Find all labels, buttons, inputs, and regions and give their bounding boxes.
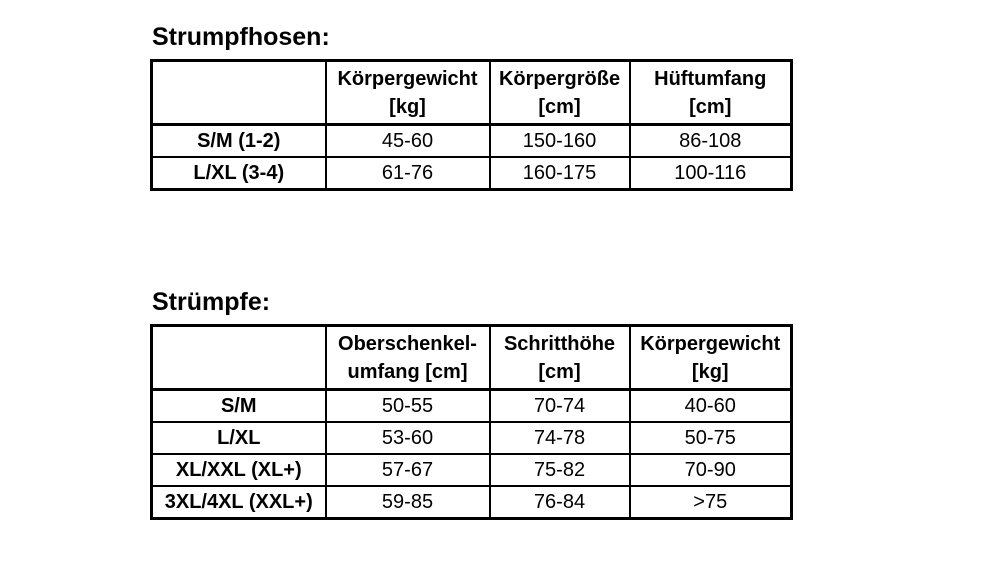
data-cell: 53-60 [324,421,491,455]
data-cell: 75-82 [488,453,631,487]
data-cell: 45-60 [324,123,491,158]
table-title-struempfe: Strümpfe: [152,288,271,316]
column-header-koerpergroesse: Körpergröße [cm] [488,59,631,126]
data-cell: 59-85 [324,485,491,520]
column-header-unit: umfang [cm] [347,360,468,383]
data-cell: 57-67 [324,453,491,487]
table-row: 3XL/4XL (XXL+) 59-85 76-84 >75 [150,485,793,520]
column-header-line: Hüftumfang [654,67,767,90]
row-label-cell: L/XL (3-4) [150,156,327,191]
column-header-line: Körpergewicht [640,332,781,355]
column-header-line: Schritthöhe [503,332,616,355]
data-cell: 150-160 [488,123,631,158]
table-row: L/XL 53-60 74-78 50-75 [150,421,793,455]
column-header-koerpergewicht: Körpergewicht [kg] [324,59,491,126]
column-header-hueftumfang: Hüftumfang [cm] [628,59,793,126]
column-header-unit: [cm] [689,95,732,118]
row-label-cell: S/M (1-2) [150,123,327,158]
header-row: Körpergewicht [kg] Körpergröße [cm] Hüft… [150,59,793,126]
data-cell: 100-116 [628,156,793,191]
table-row: L/XL (3-4) 61-76 160-175 100-116 [150,156,793,191]
data-cell: 70-74 [488,388,631,423]
column-header-koerpergewicht: Körpergewicht [kg] [628,324,793,391]
table-title-strumpfhosen: Strumpfhosen: [152,23,330,51]
row-label-cell: XL/XXL (XL+) [150,453,327,487]
column-header-oberschenkelumfang: Oberschenkel- umfang [cm] [324,324,491,391]
data-cell: 61-76 [324,156,491,191]
section-struempfe: Strümpfe: Oberschenkel- umfang [cm] Schr… [150,287,793,520]
column-header-schritthoehe: Schritthöhe [cm] [488,324,631,391]
row-label-cell: 3XL/4XL (XXL+) [150,485,327,520]
empty-corner-cell [150,59,327,126]
row-label-cell: L/XL [150,421,327,455]
header-row: Oberschenkel- umfang [cm] Schritthöhe [c… [150,324,793,391]
column-header-line: Oberschenkel- [338,332,477,355]
data-cell: >75 [628,485,793,520]
size-table-strumpfhosen: Körpergewicht [kg] Körpergröße [cm] Hüft… [150,59,793,191]
data-cell: 40-60 [628,388,793,423]
data-cell: 76-84 [488,485,631,520]
empty-corner-cell [150,324,327,391]
data-cell: 70-90 [628,453,793,487]
table-body-strumpfhosen: S/M (1-2) 45-60 150-160 86-108 L/XL (3-4… [150,123,793,191]
table-body-struempfe: S/M 50-55 70-74 40-60 L/XL 53-60 74-78 5… [150,388,793,520]
column-header-unit: [kg] [691,360,729,383]
section-strumpfhosen: Strumpfhosen: Körpergewicht [kg] Körperg… [150,22,793,191]
column-header-unit: [cm] [538,95,581,118]
data-cell: 86-108 [628,123,793,158]
data-cell: 50-75 [628,421,793,455]
table-row: XL/XXL (XL+) 57-67 75-82 70-90 [150,453,793,487]
column-header-unit: [kg] [389,95,426,118]
column-header-line: Körpergewicht [337,67,478,90]
column-header-line: Körpergröße [498,67,621,90]
column-header-unit: [cm] [538,360,581,383]
row-label-cell: S/M [150,388,327,423]
size-table-struempfe: Oberschenkel- umfang [cm] Schritthöhe [c… [150,324,793,520]
table-header-strumpfhosen: Körpergewicht [kg] Körpergröße [cm] Hüft… [150,59,793,126]
data-cell: 74-78 [488,421,631,455]
data-cell: 160-175 [488,156,631,191]
table-row: S/M (1-2) 45-60 150-160 86-108 [150,123,793,158]
data-cell: 50-55 [324,388,491,423]
table-row: S/M 50-55 70-74 40-60 [150,388,793,423]
table-header-struempfe: Oberschenkel- umfang [cm] Schritthöhe [c… [150,324,793,391]
